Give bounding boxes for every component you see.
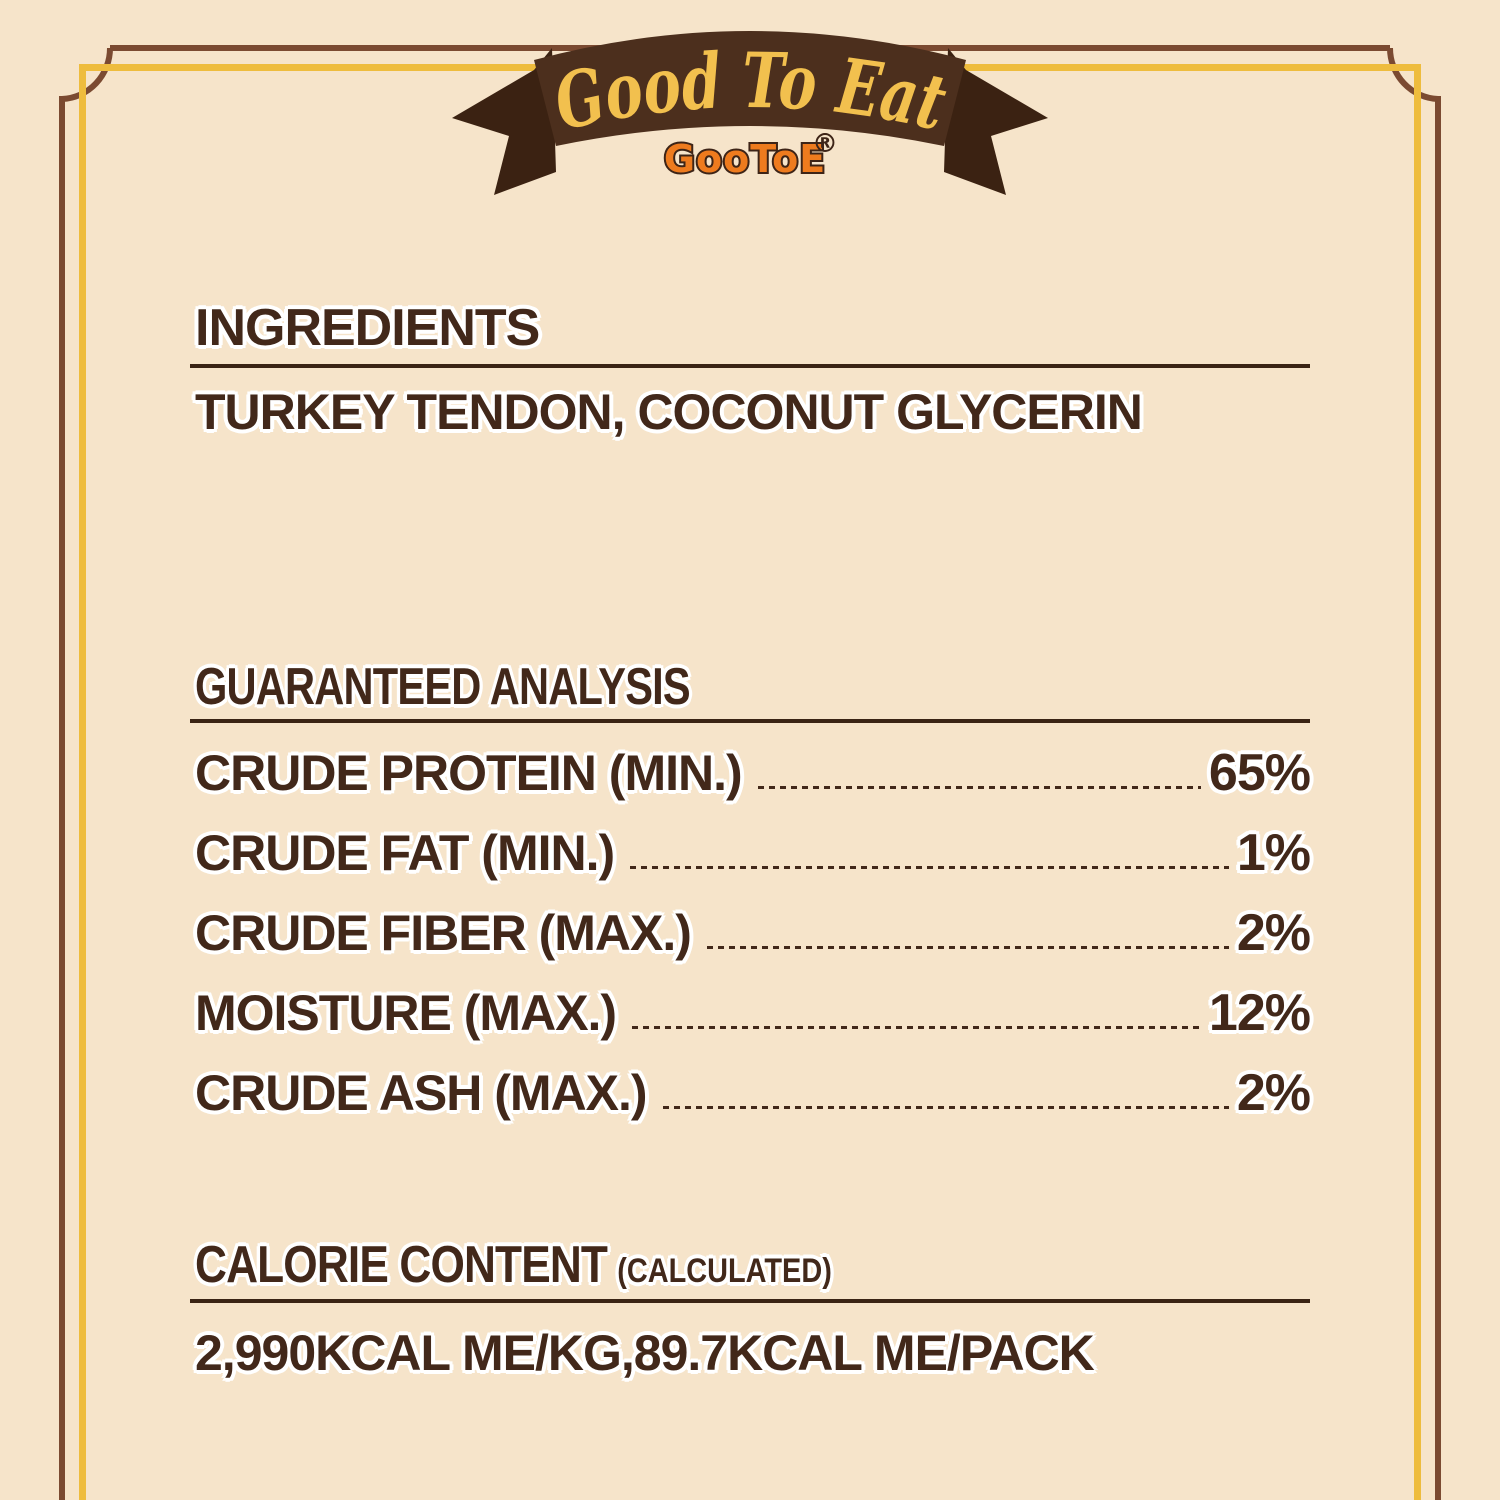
analysis-row-value: 2% xyxy=(1236,904,1311,962)
analysis-row-crude-fiber: CRUDE FIBER (MAX.) 2% xyxy=(195,882,1311,962)
frame-brown-right-line xyxy=(1435,96,1441,1500)
ribbon-band xyxy=(534,31,966,146)
calorie-content-heading-note: (CALCULATED) xyxy=(617,1252,832,1290)
analysis-row-crude-protein: CRUDE PROTEIN (MIN.) 65% xyxy=(195,722,1311,802)
brand-logo-text: GooToE xyxy=(664,137,826,181)
analysis-row-value: 2% xyxy=(1236,1064,1311,1122)
dotted-leader xyxy=(632,1026,1201,1029)
analysis-row-value: 1% xyxy=(1236,824,1311,882)
frame-corner-arcs xyxy=(61,47,1439,102)
banner-script-text: Good To Eat xyxy=(547,36,954,148)
dotted-leader xyxy=(757,786,1201,789)
analysis-row-label: CRUDE FIBER (MAX.) xyxy=(195,905,692,961)
guaranteed-analysis-table: CRUDE PROTEIN (MIN.) 65% CRUDE FAT (MIN.… xyxy=(195,722,1311,1122)
brand-banner: Good To Eat GooToE ® xyxy=(452,31,1048,195)
frame-corner-arc-right xyxy=(1386,47,1439,102)
frame-corner-arc-left xyxy=(61,47,114,102)
banner-script-title: Good To Eat xyxy=(547,36,954,148)
calorie-content-heading: CALORIE CONTENT (CALCULATED) xyxy=(195,1238,1310,1299)
analysis-row-label: CRUDE FAT (MIN.) xyxy=(195,825,615,881)
calorie-content-heading-main: CALORIE CONTENT xyxy=(195,1236,608,1294)
ribbon-tail-left xyxy=(452,48,556,195)
analysis-row-label: MOISTURE (MAX.) xyxy=(195,985,617,1041)
guaranteed-analysis-divider xyxy=(190,719,1310,723)
ribbon-tail-right xyxy=(944,48,1048,195)
dotted-leader xyxy=(706,946,1229,949)
frame-brown-left-line xyxy=(59,96,65,1500)
calorie-content-divider xyxy=(190,1299,1310,1303)
guaranteed-analysis-heading: GUARANTEED ANALYSIS xyxy=(195,660,1310,715)
frame-gold-left-line xyxy=(79,64,86,1500)
analysis-row-crude-ash: CRUDE ASH (MAX.) 2% xyxy=(195,1042,1311,1122)
ingredients-content: TURKEY TENDON, COCONUT GLYCERIN xyxy=(195,384,1143,440)
frame-gold-right-line xyxy=(1414,64,1421,1500)
calorie-content-heading-text: CALORIE CONTENT (CALCULATED) xyxy=(195,1238,832,1299)
registered-trademark-icon: ® xyxy=(812,129,838,159)
guaranteed-analysis-heading-text: GUARANTEED ANALYSIS xyxy=(195,658,691,716)
analysis-row-value: 12% xyxy=(1208,984,1311,1042)
ingredients-divider xyxy=(190,364,1310,368)
analysis-row-crude-fat: CRUDE FAT (MIN.) 1% xyxy=(195,802,1311,882)
calorie-content-value: 2,990KCAL ME/KG,89.7KCAL ME/PACK xyxy=(195,1325,1095,1381)
analysis-row-label: CRUDE ASH (MAX.) xyxy=(195,1065,648,1121)
analysis-row-moisture: MOISTURE (MAX.) 12% xyxy=(195,962,1311,1042)
ingredients-heading: INGREDIENTS xyxy=(195,299,540,357)
analysis-row-label: CRUDE PROTEIN (MIN.) xyxy=(195,745,743,801)
dotted-leader xyxy=(630,866,1229,869)
analysis-row-value: 65% xyxy=(1208,744,1311,802)
dotted-leader xyxy=(662,1106,1229,1109)
